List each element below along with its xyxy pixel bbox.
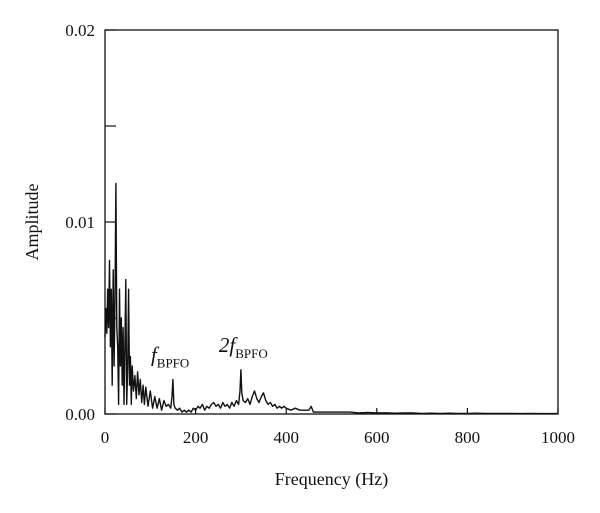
tick-labels: 0 200 400 600 800 1000 0.00 0.01 0.02 xyxy=(65,21,575,447)
y-tick-label: 0.00 xyxy=(65,405,95,424)
y-axis-label: Amplitude xyxy=(22,183,42,260)
x-tick-label: 1000 xyxy=(541,428,575,447)
y-tick-label: 0.02 xyxy=(65,21,95,40)
annotations: fBPFO 2fBPFO xyxy=(151,333,268,371)
x-tick-label: 200 xyxy=(183,428,209,447)
x-tick-label: 800 xyxy=(455,428,481,447)
peak-annotation: fBPFO xyxy=(151,343,189,371)
x-tick-label: 600 xyxy=(364,428,390,447)
x-tick-label: 400 xyxy=(273,428,299,447)
series-group xyxy=(104,182,558,415)
spectrum-series-line xyxy=(104,182,558,415)
peak-annotation: 2fBPFO xyxy=(219,333,268,361)
x-tick-label: 0 xyxy=(101,428,110,447)
x-axis-label: Frequency (Hz) xyxy=(275,469,388,490)
y-tick-label: 0.01 xyxy=(65,213,95,232)
